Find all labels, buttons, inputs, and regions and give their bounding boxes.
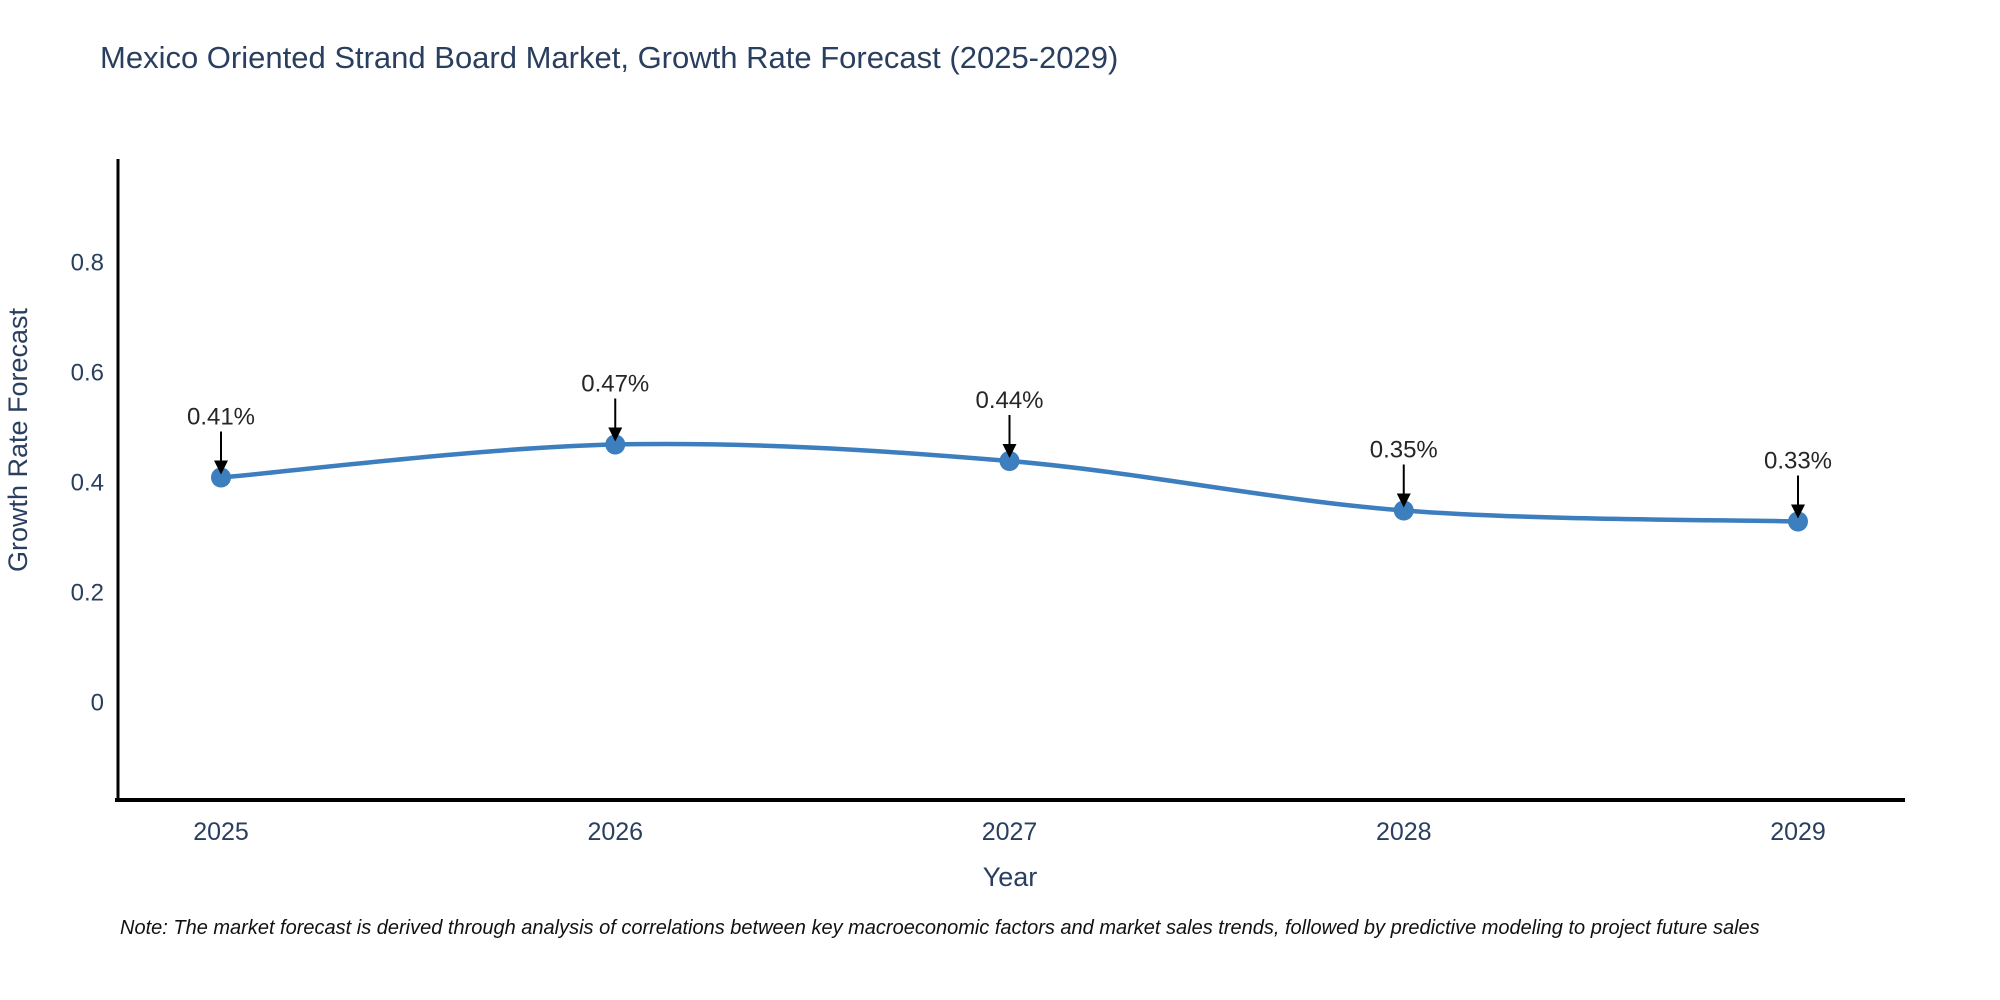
x-axis-title: Year xyxy=(983,862,1038,892)
annotation-label: 0.35% xyxy=(1370,437,1438,464)
annotation-arrowhead xyxy=(608,427,623,442)
y-tick-label: 0.6 xyxy=(71,360,104,387)
data-point-2029 xyxy=(1788,511,1808,532)
annotation-arrowhead xyxy=(1002,444,1017,458)
chart-title: Mexico Oriented Strand Board Market, Gro… xyxy=(100,40,1119,75)
x-tick-label: 2028 xyxy=(1376,818,1432,846)
y-tick-label: 0.2 xyxy=(71,580,104,607)
annotation-label: 0.41% xyxy=(187,404,255,431)
data-point-2026 xyxy=(605,434,626,455)
annotation-arrowhead xyxy=(214,460,228,475)
annotation-label: 0.47% xyxy=(581,371,649,398)
x-tick-label: 2025 xyxy=(193,818,249,846)
y-tick-label: 0 xyxy=(91,690,104,717)
data-point-2028 xyxy=(1393,500,1414,521)
data-point-2025 xyxy=(211,467,231,488)
x-tick-label: 2029 xyxy=(1770,818,1826,846)
annotation-arrowhead xyxy=(1396,493,1411,508)
annotation-label: 0.44% xyxy=(975,387,1043,414)
footnote: Note: The market forecast is derived thr… xyxy=(120,917,1760,939)
annotation-label: 0.33% xyxy=(1764,448,1832,475)
y-tick-label: 0.8 xyxy=(71,250,104,277)
y-axis-title: Growth Rate Forecast xyxy=(3,307,33,572)
data-point-2027 xyxy=(999,451,1020,471)
x-tick-label: 2027 xyxy=(982,818,1038,846)
x-tick-label: 2026 xyxy=(587,818,643,846)
annotation-arrowhead xyxy=(1791,504,1805,519)
y-tick-label: 0.4 xyxy=(71,470,104,497)
